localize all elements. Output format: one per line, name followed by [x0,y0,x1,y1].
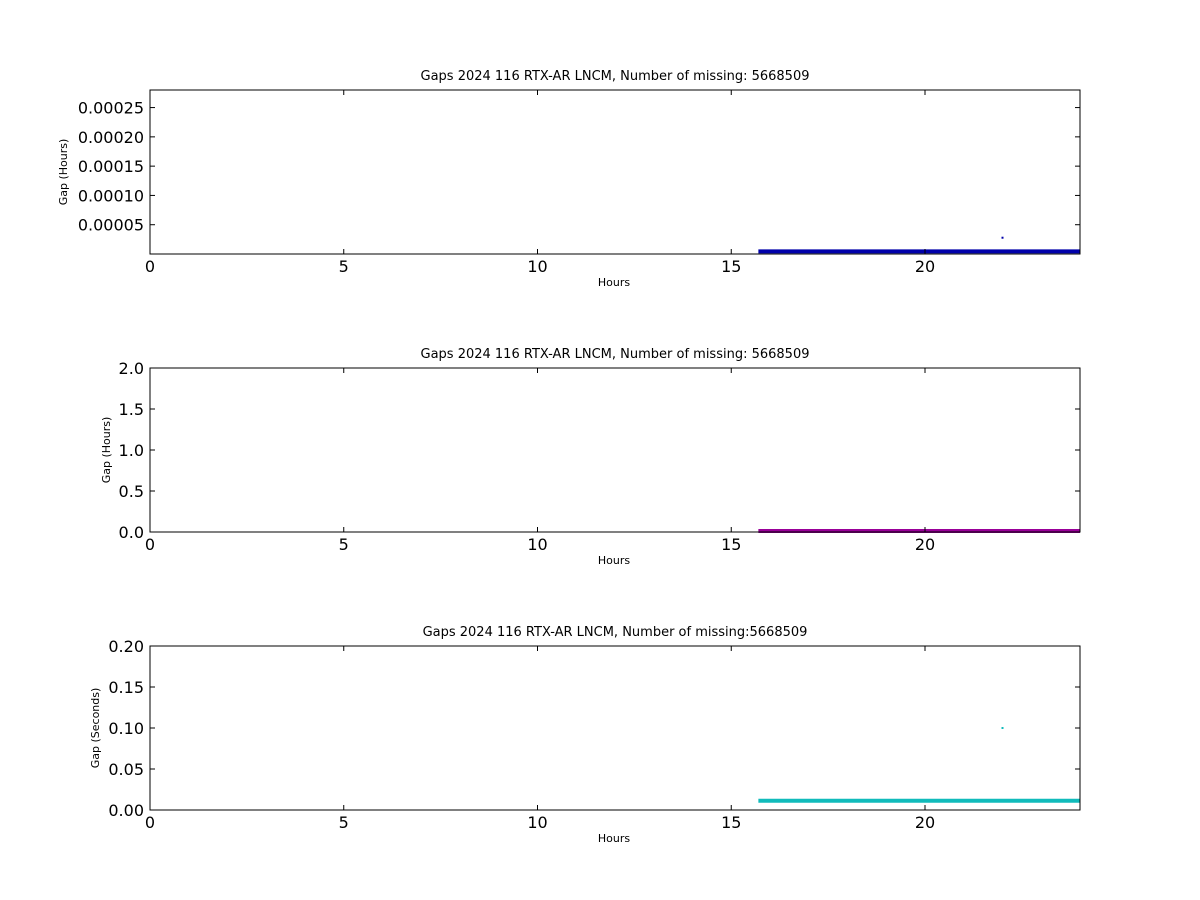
subplot-1-xtick-label: 5 [339,257,349,276]
subplot-1-xtick-label: 15 [721,257,741,276]
subplot-2: Gaps 2024 116 RTX-AR LNCM, Number of mis… [100,347,1081,567]
subplot-2-xtick-label: 0 [145,535,155,554]
subplot-3-ytick-label: 0.00 [108,801,144,820]
subplot-1-data-point [1001,236,1004,239]
subplot-2-xlabel: Hours [598,554,630,567]
subplot-3-xtick-label: 0 [145,813,155,832]
subplot-3-xtick-label: 10 [527,813,547,832]
subplot-1-ytick-label: 0.00015 [78,157,144,176]
subplot-1-xlabel: Hours [598,276,630,289]
subplot-1-plot-frame [149,89,1081,255]
subplot-1-xtick-label: 20 [915,257,935,276]
subplot-2-axes: 0 5 10 15 20 0.0 0.5 1.0 1.5 2.0 [119,359,1081,554]
subplot-3-ytick-label: 0.15 [108,678,144,697]
subplot-2-xtick-label: 5 [339,535,349,554]
subplot-3-data-point [1001,727,1004,729]
subplot-2-xtick-label: 15 [721,535,741,554]
subplot-2-xtick-label: 20 [915,535,935,554]
subplot-1-ytick-label: 0.00020 [78,128,144,147]
subplot-1-xtick-label: 0 [145,257,155,276]
subplot-1-title: Gaps 2024 116 RTX-AR LNCM, Number of mis… [421,69,810,84]
subplot-3-xlabel: Hours [598,832,630,845]
subplot-2-ytick-label: 0.5 [119,482,144,501]
subplot-2-title: Gaps 2024 116 RTX-AR LNCM, Number of mis… [421,347,810,362]
subplot-1-ytick-label: 0.00025 [78,99,144,118]
subplot-1-ytick-label: 0.00005 [78,216,144,235]
subplot-2-ytick-label: 2.0 [119,359,144,378]
subplot-3-axes: 0 5 10 15 20 0.00 0.05 0.10 0.15 0.20 [108,637,1081,832]
subplot-1-xtick-label: 10 [527,257,547,276]
subplot-1-ytick-label: 0.00010 [78,186,144,205]
subplot-3-title: Gaps 2024 116 RTX-AR LNCM, Number of mis… [423,625,808,640]
subplot-3: Gaps 2024 116 RTX-AR LNCM, Number of mis… [89,625,1081,845]
subplot-3-ytick-label: 0.10 [108,719,144,738]
subplot-3-ytick-label: 0.20 [108,637,144,656]
subplot-2-xtick-label: 10 [527,535,547,554]
subplot-3-xtick-label: 5 [339,813,349,832]
subplot-2-ytick-label: 1.0 [119,441,144,460]
subplot-3-xtick-label: 15 [721,813,741,832]
subplot-1: Gaps 2024 116 RTX-AR LNCM, Number of mis… [57,69,1081,289]
subplot-3-xtick-label: 20 [915,813,935,832]
subplot-2-ylabel: Gap (Hours) [100,417,113,484]
subplot-2-ytick-label: 0.0 [119,523,144,542]
subplot-3-ytick-label: 0.05 [108,760,144,779]
subplot-1-axes: 0 5 10 15 20 0.00005 0.00010 0.00015 0.00020 0.00… [78,89,1081,276]
subplot-2-ytick-label: 1.5 [119,400,144,419]
subplot-1-ylabel: Gap (Hours) [57,139,70,206]
subplot-3-ylabel: Gap (Seconds) [89,688,102,769]
